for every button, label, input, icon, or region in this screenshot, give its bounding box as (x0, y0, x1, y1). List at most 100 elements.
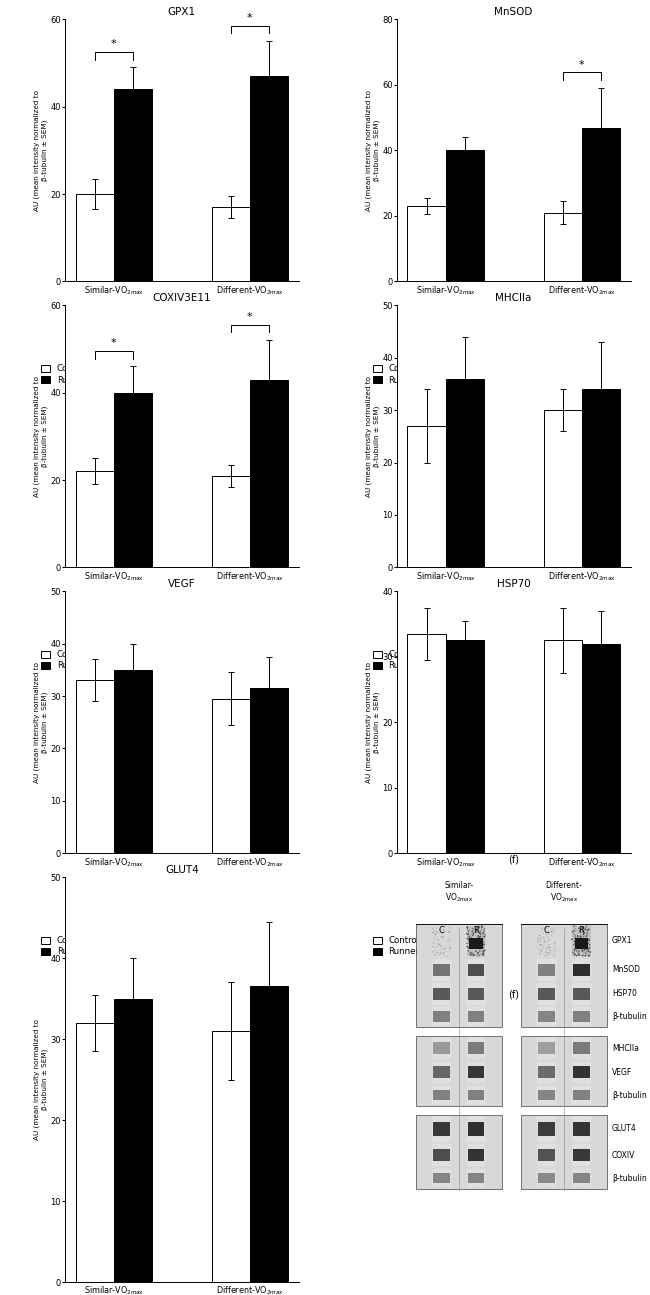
Point (478, 926, 488, 947)
Bar (212, 698, 250, 853)
Point (574, 945, 584, 966)
Text: *: * (247, 312, 253, 322)
Point (577, 940, 587, 961)
Point (462, 923, 472, 944)
Point (569, 940, 580, 961)
Point (430, 930, 440, 951)
Bar (538, 1145, 556, 1167)
Point (570, 918, 580, 939)
Point (445, 938, 455, 958)
Point (430, 944, 441, 965)
Point (536, 918, 547, 939)
Text: MHCIIa: MHCIIa (612, 1044, 639, 1053)
Text: COXIV: COXIV (612, 1151, 635, 1160)
Point (479, 919, 489, 940)
Bar (415, 1115, 502, 1189)
Point (471, 919, 481, 940)
Point (443, 945, 453, 966)
Point (432, 918, 442, 939)
Point (577, 917, 588, 938)
Text: GLUT4: GLUT4 (612, 1124, 636, 1133)
Text: (e): (e) (175, 989, 188, 1000)
Bar (573, 1150, 590, 1162)
Point (548, 943, 558, 963)
Point (465, 944, 475, 965)
Point (479, 934, 489, 954)
Point (547, 918, 557, 939)
Point (464, 927, 474, 948)
Point (582, 938, 592, 958)
Y-axis label: AU (mean intensity normalized to
β-tubulin ± SEM): AU (mean intensity normalized to β-tubul… (365, 376, 380, 497)
Point (580, 940, 590, 961)
Point (583, 932, 593, 953)
Bar (212, 207, 250, 281)
Bar (212, 475, 250, 567)
Point (466, 938, 476, 958)
Point (465, 936, 476, 957)
Point (543, 935, 554, 956)
Point (536, 939, 547, 960)
Bar (573, 1067, 590, 1079)
Point (569, 921, 579, 941)
Point (475, 921, 486, 941)
Point (465, 929, 475, 949)
Point (543, 930, 554, 951)
Bar (433, 988, 450, 1000)
Point (536, 929, 546, 949)
Point (436, 926, 447, 947)
Point (541, 925, 552, 945)
Point (569, 940, 580, 961)
Point (577, 945, 587, 966)
Text: (a): (a) (175, 418, 188, 427)
Point (541, 938, 552, 958)
Point (444, 919, 454, 940)
Point (580, 930, 591, 951)
Point (429, 945, 439, 966)
Title: HSP70: HSP70 (497, 579, 530, 589)
Point (569, 927, 580, 948)
Point (575, 929, 585, 949)
Point (584, 934, 595, 954)
Point (441, 936, 452, 957)
Point (575, 922, 586, 943)
Bar (572, 926, 591, 956)
Point (573, 934, 583, 954)
Point (467, 943, 477, 963)
Point (580, 917, 591, 938)
Point (584, 930, 594, 951)
Point (578, 921, 588, 941)
Point (445, 917, 455, 938)
Bar (538, 1085, 556, 1105)
Title: VEGF: VEGF (168, 579, 196, 589)
Point (478, 945, 489, 966)
Point (478, 935, 488, 956)
Point (428, 936, 438, 957)
Point (469, 930, 479, 951)
Point (474, 923, 485, 944)
Point (472, 945, 482, 966)
Bar (573, 1121, 590, 1136)
Point (573, 926, 583, 947)
Bar (432, 926, 451, 956)
Point (571, 938, 581, 958)
Bar (467, 1116, 486, 1142)
Text: *: * (111, 39, 116, 49)
Bar (467, 1121, 484, 1136)
Point (441, 921, 451, 941)
Point (581, 926, 592, 947)
Point (473, 927, 484, 948)
Bar (467, 958, 486, 980)
Bar (467, 1150, 484, 1162)
Point (443, 921, 454, 941)
Bar (582, 390, 620, 567)
Bar (408, 206, 445, 281)
Point (468, 944, 478, 965)
Point (427, 922, 437, 943)
Point (431, 921, 441, 941)
Bar (467, 1173, 484, 1184)
Text: (f): (f) (508, 989, 519, 1000)
Point (428, 941, 438, 962)
Point (428, 931, 438, 952)
Point (477, 943, 488, 963)
Point (440, 916, 450, 936)
